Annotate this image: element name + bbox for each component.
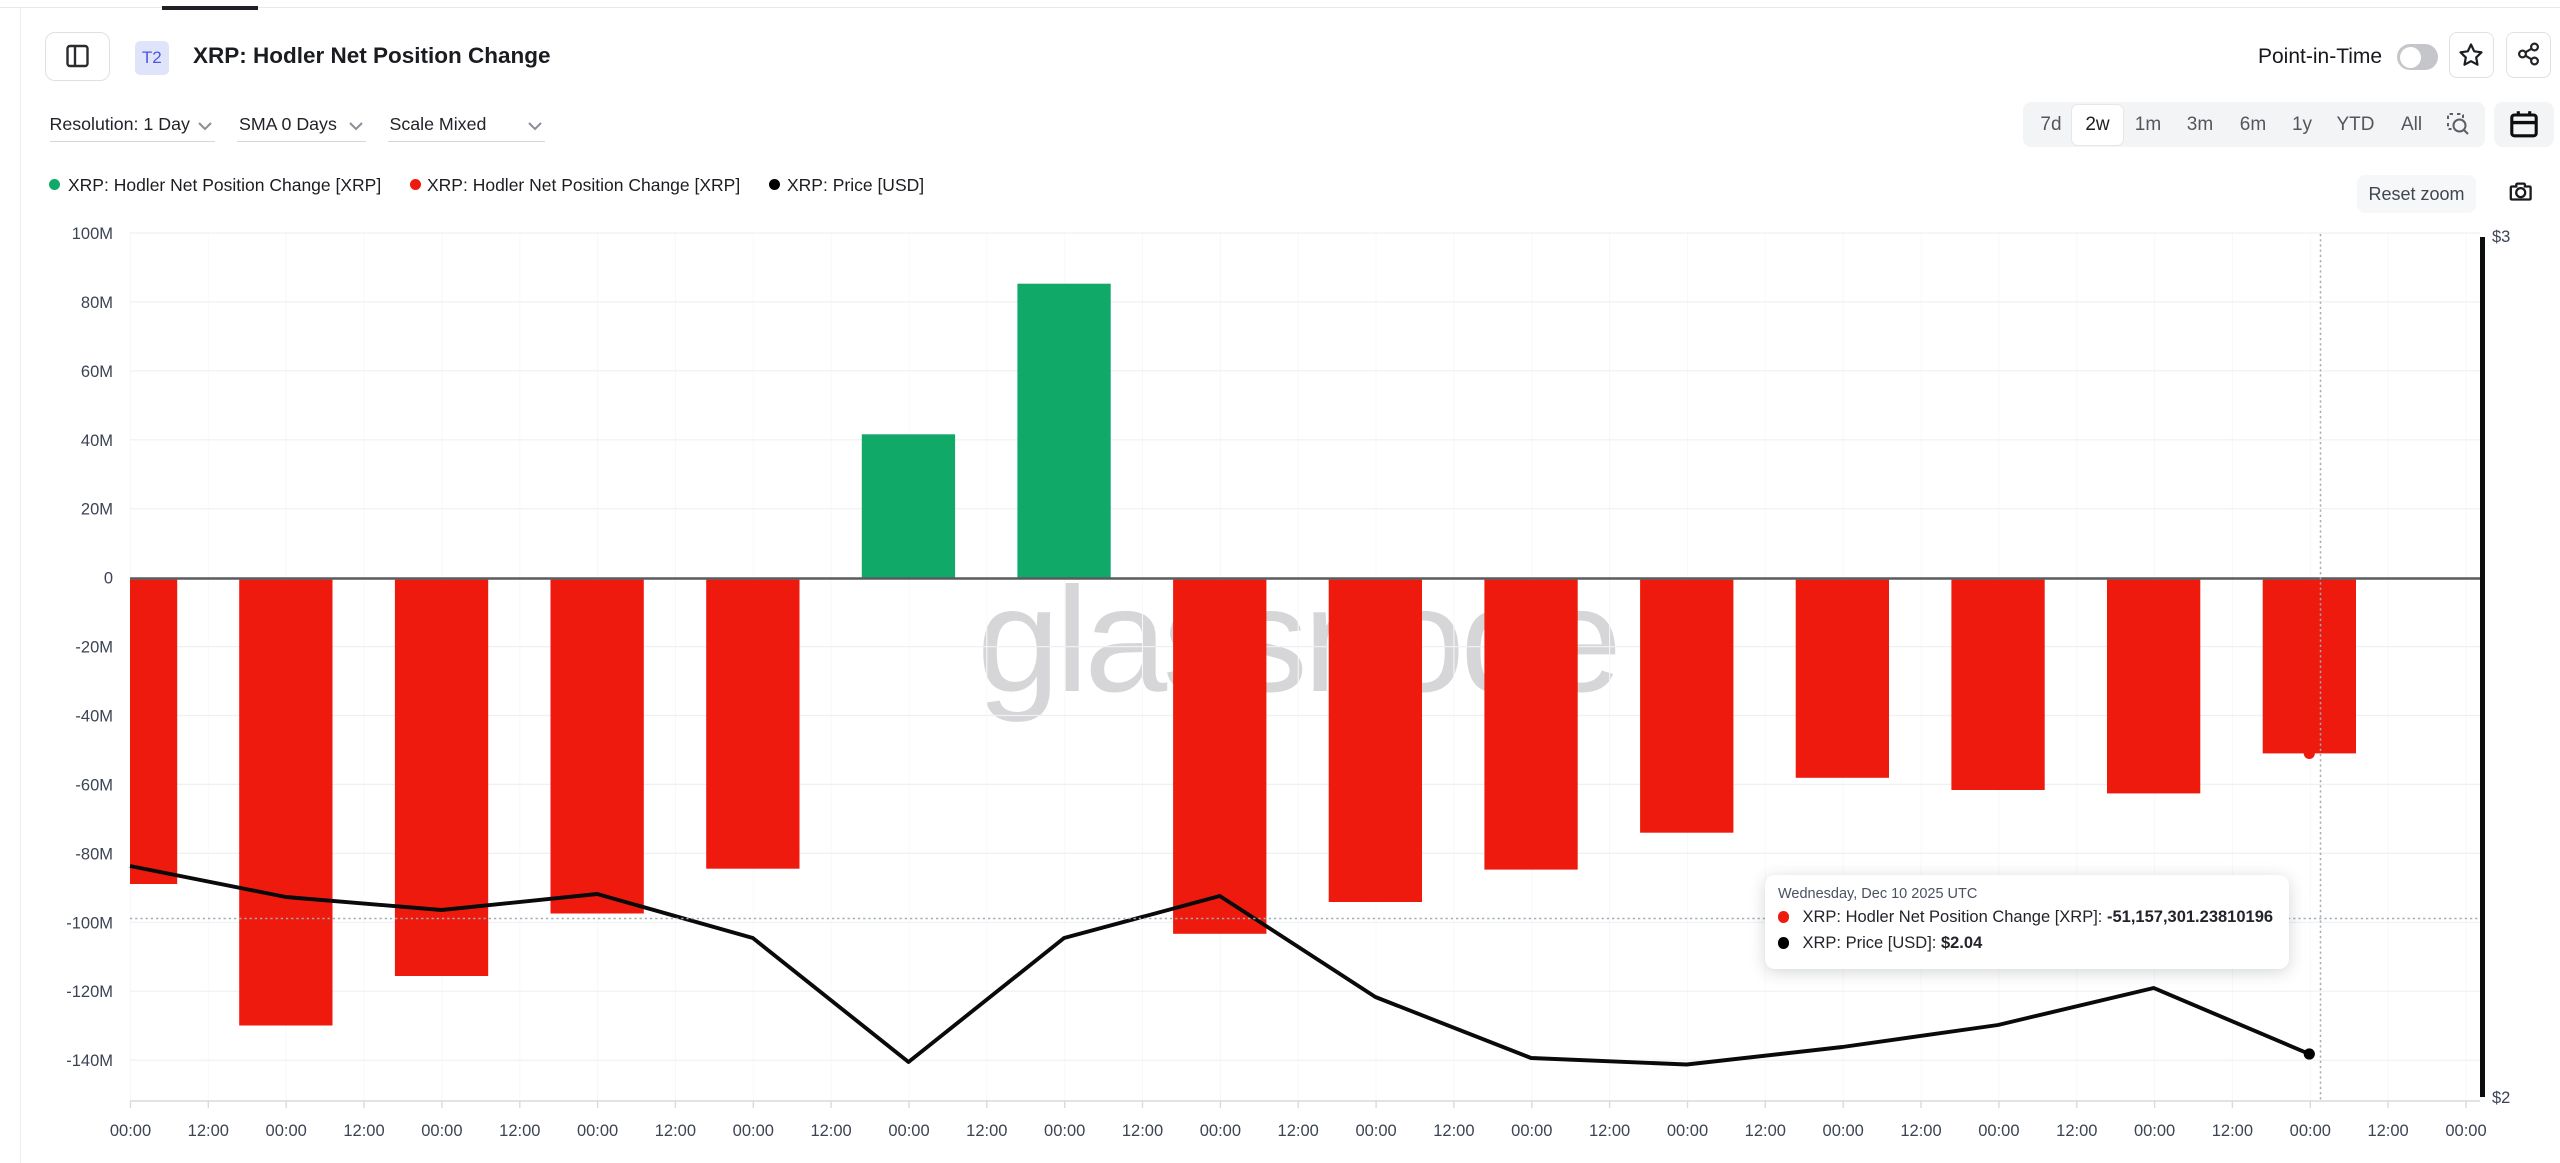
svg-text:-60M: -60M (75, 776, 113, 794)
svg-text:00:00: 00:00 (733, 1122, 774, 1140)
svg-text:80M: 80M (81, 294, 113, 312)
svg-text:00:00: 00:00 (1978, 1122, 2019, 1140)
svg-text:00:00: 00:00 (1355, 1122, 1396, 1140)
svg-text:00:00: 00:00 (2134, 1122, 2175, 1140)
svg-text:12:00: 12:00 (2212, 1122, 2253, 1140)
svg-text:00:00: 00:00 (266, 1122, 307, 1140)
svg-text:00:00: 00:00 (577, 1122, 618, 1140)
svg-text:00:00: 00:00 (2445, 1122, 2486, 1140)
svg-text:00:00: 00:00 (1200, 1122, 1241, 1140)
svg-text:00:00: 00:00 (1044, 1122, 1085, 1140)
svg-text:12:00: 12:00 (655, 1122, 696, 1140)
svg-text:12:00: 12:00 (810, 1122, 851, 1140)
svg-text:100M: 100M (72, 225, 113, 243)
svg-text:$3: $3 (2492, 228, 2510, 246)
svg-text:12:00: 12:00 (2056, 1122, 2097, 1140)
svg-text:00:00: 00:00 (888, 1122, 929, 1140)
svg-text:12:00: 12:00 (188, 1122, 229, 1140)
svg-text:12:00: 12:00 (1278, 1122, 1319, 1140)
svg-text:12:00: 12:00 (2367, 1122, 2408, 1140)
svg-text:-100M: -100M (66, 914, 113, 932)
svg-text:12:00: 12:00 (1745, 1122, 1786, 1140)
svg-text:12:00: 12:00 (1589, 1122, 1630, 1140)
svg-text:-140M: -140M (66, 1052, 113, 1070)
svg-text:60M: 60M (81, 363, 113, 381)
svg-text:00:00: 00:00 (1823, 1122, 1864, 1140)
svg-text:00:00: 00:00 (2290, 1122, 2331, 1140)
svg-text:00:00: 00:00 (1667, 1122, 1708, 1140)
svg-text:-20M: -20M (75, 639, 113, 657)
svg-text:12:00: 12:00 (966, 1122, 1007, 1140)
svg-text:$2: $2 (2492, 1089, 2510, 1107)
svg-text:40M: 40M (81, 432, 113, 450)
svg-text:00:00: 00:00 (421, 1122, 462, 1140)
svg-text:12:00: 12:00 (1900, 1122, 1941, 1140)
svg-text:0: 0 (104, 570, 113, 588)
svg-text:00:00: 00:00 (1511, 1122, 1552, 1140)
svg-text:12:00: 12:00 (1122, 1122, 1163, 1140)
svg-text:12:00: 12:00 (343, 1122, 384, 1140)
svg-text:00:00: 00:00 (110, 1122, 151, 1140)
svg-text:-40M: -40M (75, 708, 113, 726)
svg-text:-120M: -120M (66, 983, 113, 1001)
svg-text:12:00: 12:00 (499, 1122, 540, 1140)
svg-text:20M: 20M (81, 501, 113, 519)
svg-text:-80M: -80M (75, 845, 113, 863)
svg-text:12:00: 12:00 (1433, 1122, 1474, 1140)
